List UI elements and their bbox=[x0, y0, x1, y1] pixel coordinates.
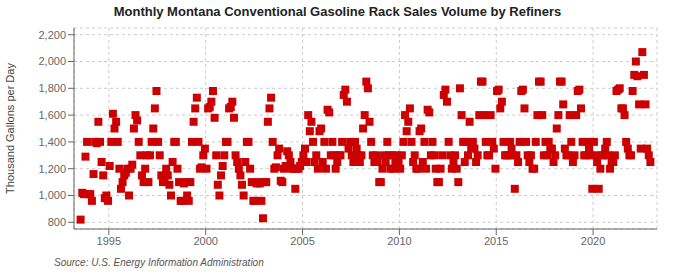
svg-text:2015: 2015 bbox=[484, 235, 508, 247]
svg-text:1,200: 1,200 bbox=[38, 163, 66, 175]
svg-text:2020: 2020 bbox=[581, 235, 605, 247]
svg-text:Thousand Gallons per Day: Thousand Gallons per Day bbox=[8, 63, 16, 194]
svg-text:2005: 2005 bbox=[290, 235, 314, 247]
svg-text:2,000: 2,000 bbox=[38, 55, 66, 67]
svg-text:1,800: 1,800 bbox=[38, 82, 66, 94]
html-text:Source: U.S. Energy Informatio: Source: U.S. Energy Information Administ… bbox=[54, 257, 264, 268]
svg-text:1,400: 1,400 bbox=[38, 136, 66, 148]
svg-text:2000: 2000 bbox=[193, 235, 217, 247]
svg-text:1,000: 1,000 bbox=[38, 189, 66, 201]
svg-text:800: 800 bbox=[48, 216, 66, 228]
svg-text:2,200: 2,200 bbox=[38, 29, 66, 41]
svg-text:2010: 2010 bbox=[387, 235, 411, 247]
svg-text:1,600: 1,600 bbox=[38, 109, 66, 121]
html-text:Monthly Montana Conventional G: Monthly Montana Conventional Gasoline Ra… bbox=[113, 4, 562, 19]
svg-text:1995: 1995 bbox=[97, 235, 121, 247]
